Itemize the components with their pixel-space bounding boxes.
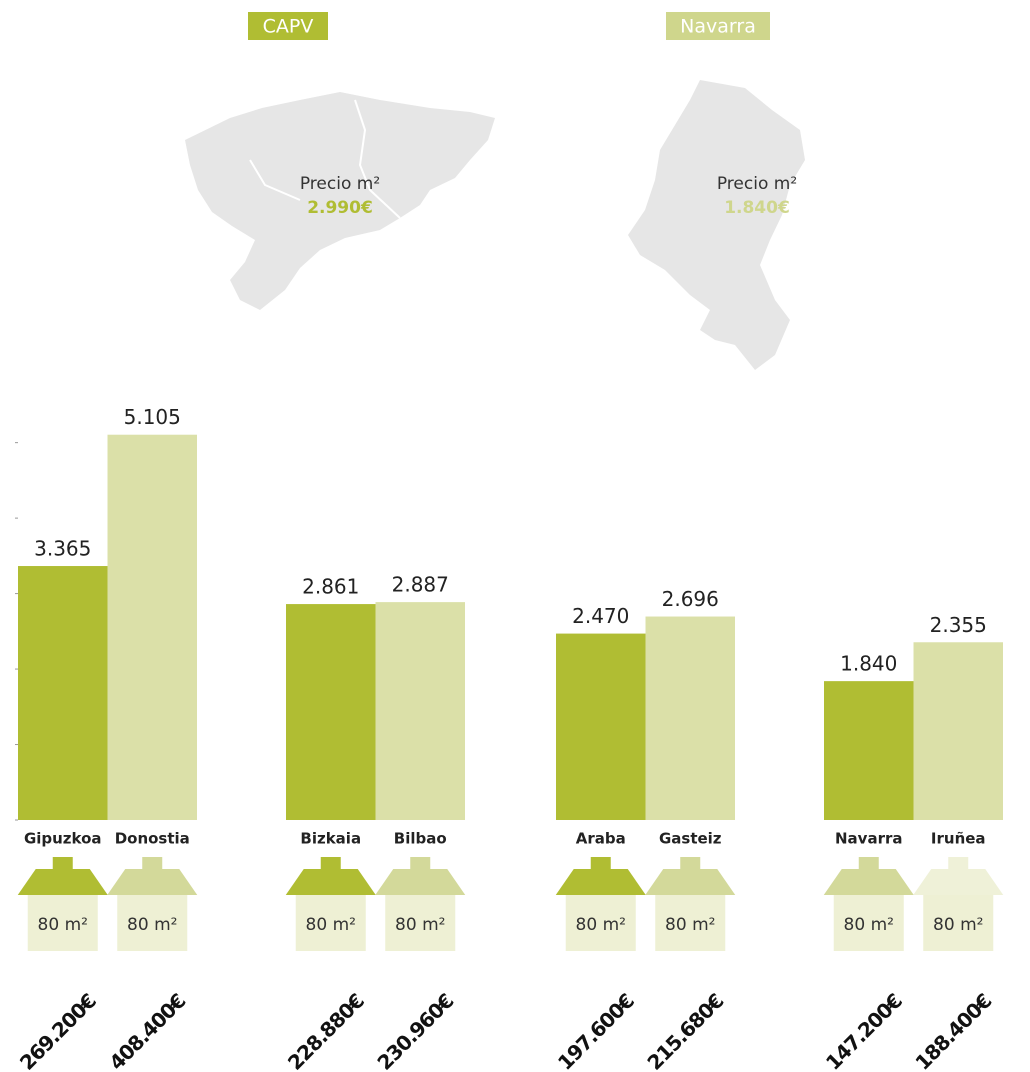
map-label: Precio m² <box>717 174 797 194</box>
map-label: Precio m² <box>300 174 380 194</box>
bar <box>556 633 646 820</box>
category-label: Donostia <box>115 830 190 848</box>
house-area: 80 m² <box>665 915 715 935</box>
value-label: 5.105 <box>124 405 181 429</box>
bar <box>824 681 914 820</box>
price-label: 230.960€ <box>372 989 458 1072</box>
house-body <box>923 895 994 951</box>
category-label: Gasteiz <box>659 830 722 848</box>
house-body <box>565 895 636 951</box>
value-label: 2.861 <box>302 575 359 599</box>
house-area: 80 m² <box>576 915 626 935</box>
region-header: Navarra <box>680 16 756 38</box>
region-header: CAPV <box>263 16 314 38</box>
house-body <box>117 895 188 951</box>
category-label: Bizkaia <box>300 830 361 848</box>
house-chimney <box>858 857 879 871</box>
value-label: 2.887 <box>392 573 449 597</box>
house-chimney <box>680 857 701 871</box>
house-area: 80 m² <box>844 915 894 935</box>
price-label: 228.880€ <box>283 989 369 1072</box>
price-label: 188.400€ <box>910 989 996 1072</box>
house-body <box>27 895 98 951</box>
house-chimney <box>52 857 73 871</box>
house-body <box>655 895 726 951</box>
category-label: Araba <box>576 830 626 848</box>
bar <box>18 566 108 820</box>
bar <box>913 642 1003 820</box>
house-roof <box>823 869 914 895</box>
house-area: 80 m² <box>306 915 356 935</box>
house-chimney <box>410 857 431 871</box>
house-roof <box>107 869 198 895</box>
house-area: 80 m² <box>38 915 88 935</box>
capv-borders <box>249 99 401 219</box>
region-header-box <box>248 12 328 40</box>
bar <box>107 434 197 820</box>
value-label: 2.470 <box>572 604 629 628</box>
value-label: 3.365 <box>34 537 91 561</box>
map-price: 2.990€ <box>307 198 373 218</box>
value-label: 1.840 <box>840 652 897 676</box>
price-label: 269.200€ <box>15 989 101 1072</box>
house-roof <box>913 869 1004 895</box>
price-label: 215.680€ <box>642 989 728 1072</box>
category-label: Navarra <box>835 830 903 848</box>
house-body <box>385 895 456 951</box>
house-roof <box>17 869 108 895</box>
house-chimney <box>590 857 611 871</box>
house-area: 80 m² <box>127 915 177 935</box>
house-area: 80 m² <box>395 915 445 935</box>
value-label: 2.696 <box>662 587 719 611</box>
house-area: 80 m² <box>933 915 983 935</box>
house-chimney <box>320 857 341 871</box>
house-roof <box>285 869 376 895</box>
bar <box>375 602 465 820</box>
house-roof <box>645 869 736 895</box>
category-label: Iruñea <box>931 830 986 848</box>
value-label: 2.355 <box>930 613 987 637</box>
price-label: 197.600€ <box>553 989 639 1072</box>
region-header-box <box>666 12 770 40</box>
house-roof <box>375 869 466 895</box>
house-body <box>295 895 366 951</box>
house-body <box>833 895 904 951</box>
bar <box>286 604 376 820</box>
price-label: 408.400€ <box>104 989 190 1072</box>
category-label: Bilbao <box>394 830 447 848</box>
category-label: Gipuzkoa <box>24 830 102 848</box>
bar <box>645 616 735 820</box>
house-roof <box>555 869 646 895</box>
map-price: 1.840€ <box>724 198 790 218</box>
house-chimney <box>948 857 969 871</box>
capv-map <box>185 92 495 310</box>
house-chimney <box>142 857 163 871</box>
price-label: 147.200€ <box>821 989 907 1072</box>
navarra-map <box>628 80 805 370</box>
